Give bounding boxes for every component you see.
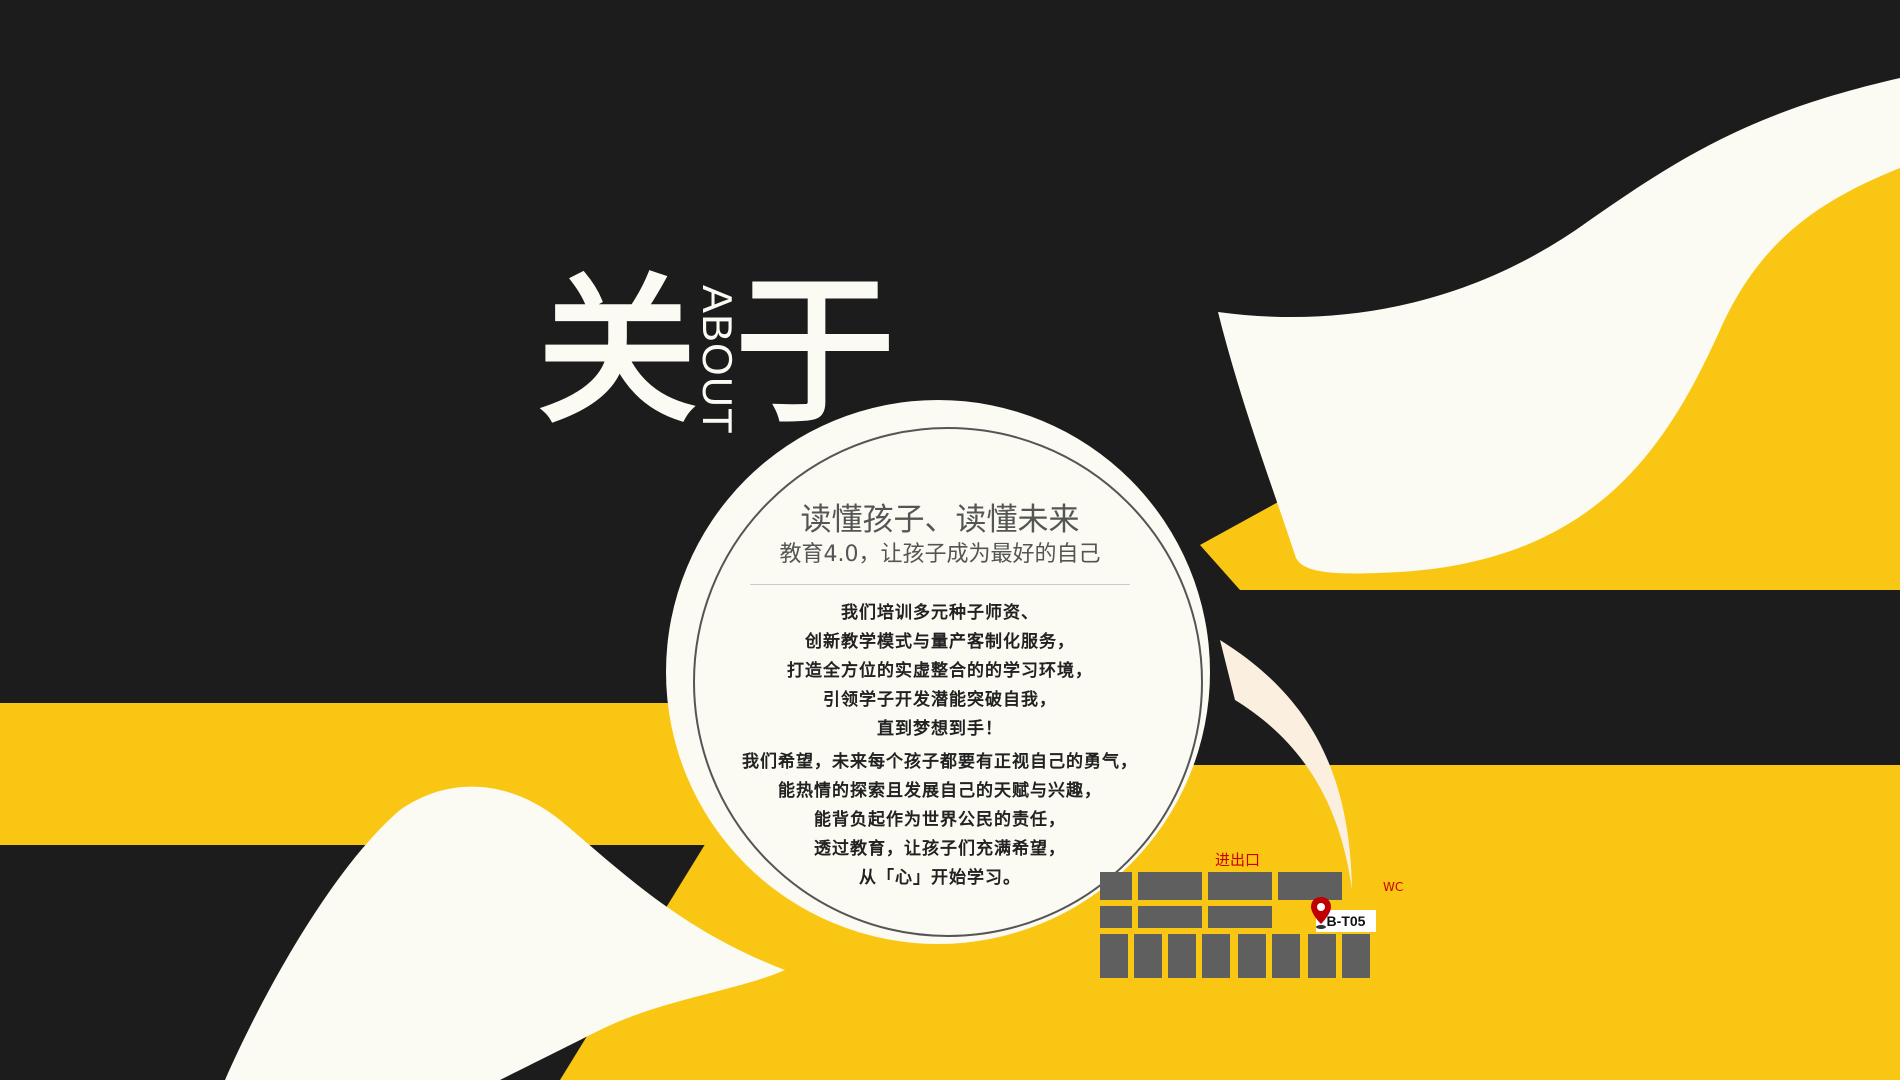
about-circle-content: 读懂孩子、读懂未来 教育4.0，让孩子成为最好的自己 我们培训多元种子师资、 创… xyxy=(700,500,1180,893)
paragraph-line: 透过教育，让孩子们充满希望， xyxy=(814,839,1066,859)
map-block xyxy=(1272,934,1300,978)
map-block xyxy=(1208,906,1272,928)
map-block xyxy=(1100,906,1132,928)
paragraph-line: 能背负起作为世界公民的责任， xyxy=(814,810,1066,830)
map-block xyxy=(1138,906,1202,928)
floor-map xyxy=(1100,872,1370,978)
yellow-band-left xyxy=(0,703,720,845)
title-about-vertical: ABOUT xyxy=(694,285,741,435)
title-char-right: 于 xyxy=(735,258,896,445)
cream-tail xyxy=(1220,640,1352,890)
map-block xyxy=(1138,872,1202,900)
vision-paragraph: 我们希望，未来每个孩子都要有正视自己的勇气， 能热情的探索且发展自己的天赋与兴趣… xyxy=(700,748,1180,893)
map-block xyxy=(1342,934,1370,978)
headline: 读懂孩子、读懂未来 xyxy=(800,502,1080,538)
wc-label: WC xyxy=(1383,880,1404,894)
divider xyxy=(750,584,1130,585)
cream-wave-top-right xyxy=(1218,78,1900,574)
paragraph-line: 我们希望，未来每个孩子都要有正视自己的勇气， xyxy=(742,752,1138,772)
map-block xyxy=(1308,934,1336,978)
map-block xyxy=(1202,934,1230,978)
entrance-label: 进出口 xyxy=(1215,851,1261,869)
paragraph-line: 我们培训多元种子师资、 xyxy=(841,603,1039,623)
map-block xyxy=(1168,934,1196,978)
booth-label: B-T05 xyxy=(1316,910,1376,932)
location-pin-icon xyxy=(1311,897,1331,929)
map-block xyxy=(1100,872,1132,900)
map-block xyxy=(1238,934,1266,978)
paragraph-line: 从「心」开始学习。 xyxy=(859,868,1021,888)
map-block xyxy=(1134,934,1162,978)
paragraph-line: 直到梦想到手！ xyxy=(877,719,1003,739)
map-block xyxy=(1100,934,1128,978)
dark-band-right xyxy=(1150,590,1900,765)
paragraph-line: 能热情的探索且发展自己的天赋与兴趣， xyxy=(778,781,1102,801)
paragraph-line: 创新教学模式与量产客制化服务， xyxy=(805,632,1075,652)
paragraph-line: 引领学子开发潜能突破自我， xyxy=(823,690,1057,710)
paragraph-line: 打造全方位的实虚整合的的学习环境， xyxy=(787,661,1093,681)
map-block xyxy=(1278,872,1342,900)
cream-blob-bottom-left xyxy=(225,786,785,1080)
title-char-left: 关 xyxy=(537,258,698,445)
map-block xyxy=(1208,872,1272,900)
about-circle-ring xyxy=(693,427,1203,937)
subheadline: 教育4.0，让孩子成为最好的自己 xyxy=(779,542,1101,567)
mission-paragraph: 我们培训多元种子师资、 创新教学模式与量产客制化服务， 打造全方位的实虚整合的的… xyxy=(700,599,1180,744)
